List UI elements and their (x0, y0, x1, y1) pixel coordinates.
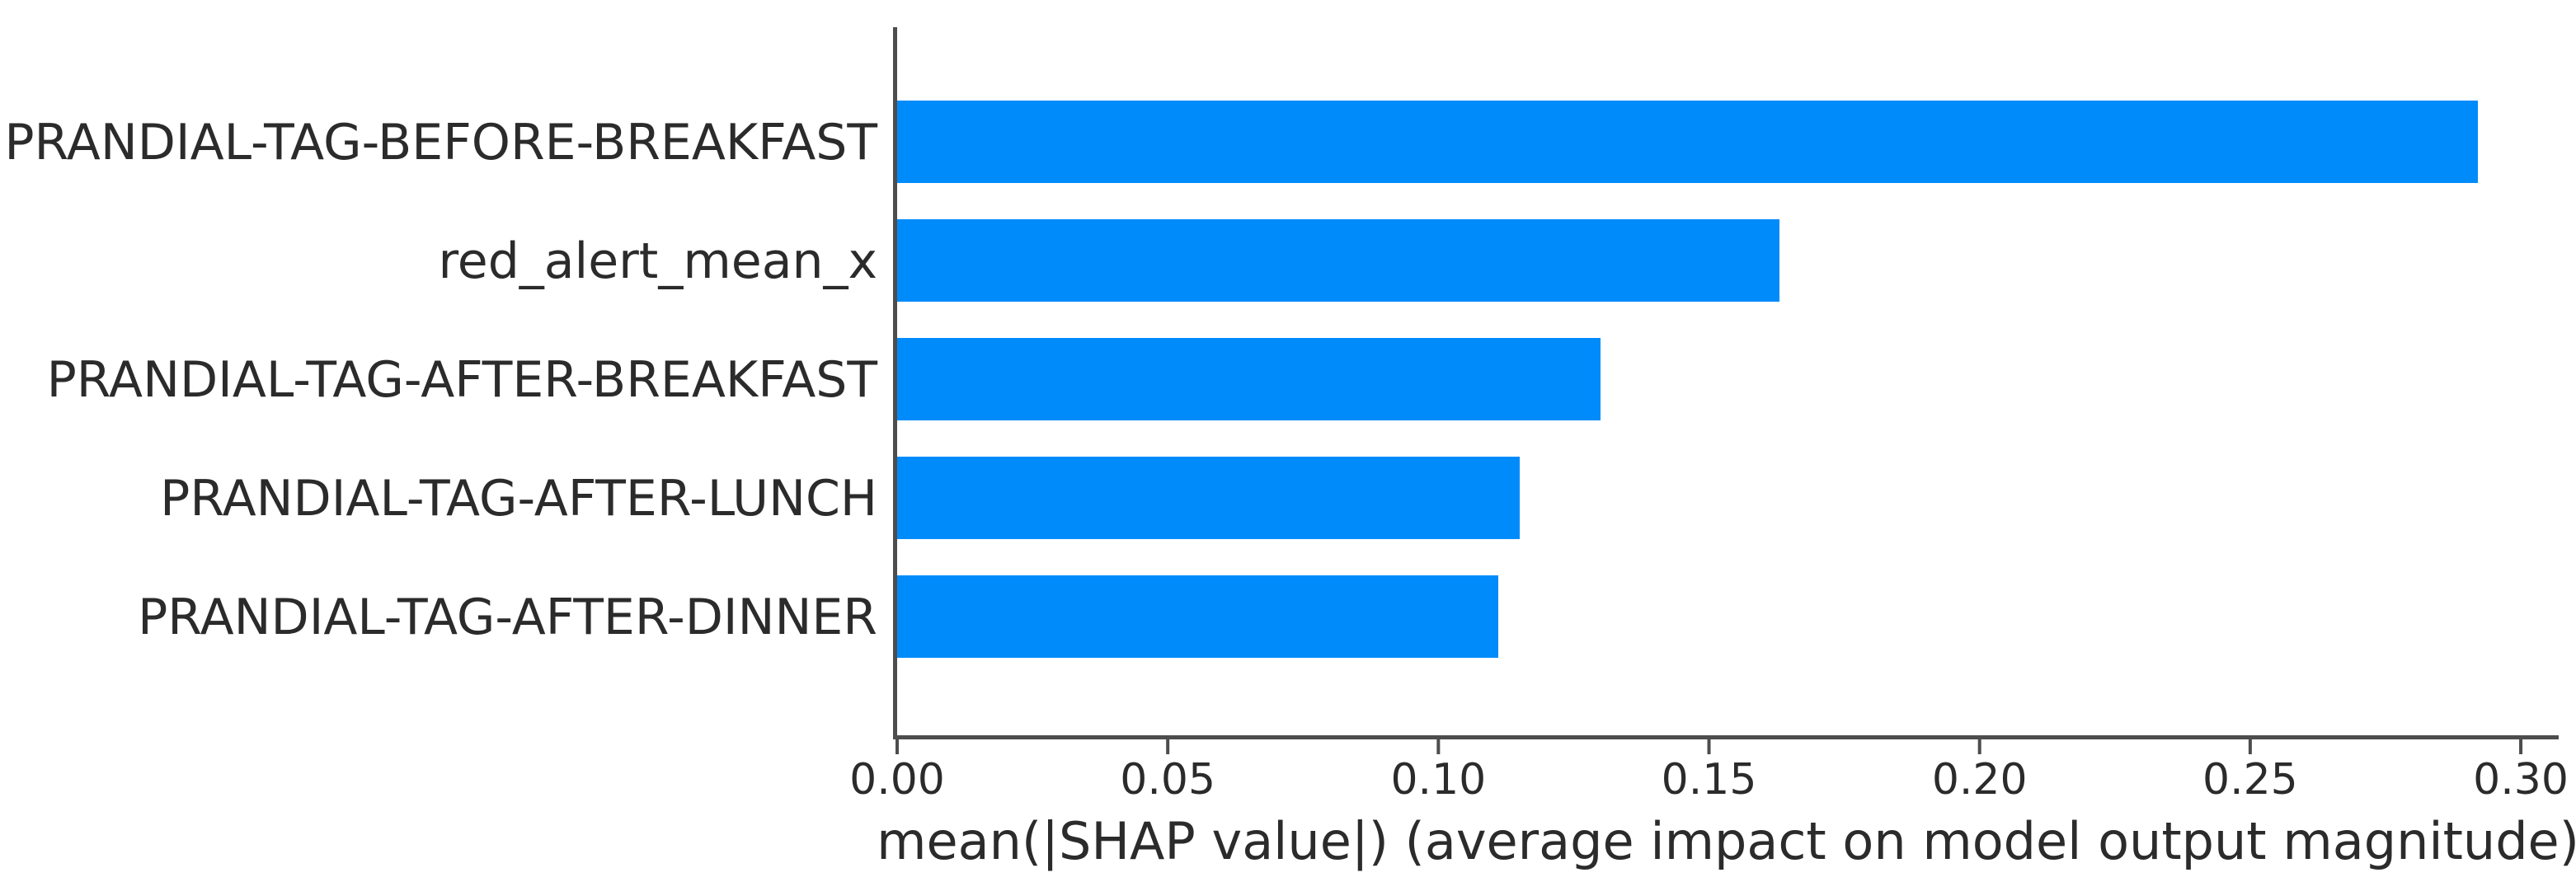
bar-2 (897, 338, 1601, 420)
x-tick-mark-1 (1166, 739, 1170, 754)
x-axis-spine (893, 735, 2559, 739)
x-tick-label-1: 0.05 (1120, 755, 1215, 805)
bar-4 (897, 575, 1498, 658)
y-tick-label-4: PRANDIAL-TAG-AFTER-DINNER (138, 589, 877, 646)
x-tick-mark-6 (2519, 739, 2523, 754)
x-tick-mark-5 (2248, 739, 2252, 754)
x-tick-label-4: 0.20 (1932, 755, 2028, 805)
bar-3 (897, 457, 1520, 539)
y-tick-label-3: PRANDIAL-TAG-AFTER-LUNCH (160, 470, 877, 528)
x-tick-mark-0 (895, 739, 899, 754)
y-axis-spine (893, 27, 897, 739)
y-tick-label-2: PRANDIAL-TAG-AFTER-BREAKFAST (47, 351, 878, 409)
bar-1 (897, 219, 1779, 302)
x-tick-label-6: 0.30 (2473, 755, 2569, 805)
bar-0 (897, 101, 2478, 183)
x-axis-title: mean(|SHAP value|) (average impact on mo… (877, 811, 2576, 872)
x-tick-mark-4 (1977, 739, 1981, 754)
y-tick-label-0: PRANDIAL-TAG-BEFORE-BREAKFAST (4, 114, 877, 171)
x-tick-label-3: 0.15 (1662, 755, 1757, 805)
x-tick-label-2: 0.10 (1390, 755, 1486, 805)
x-tick-mark-3 (1707, 739, 1711, 754)
x-tick-label-5: 0.25 (2202, 755, 2298, 805)
x-tick-mark-2 (1436, 739, 1441, 754)
y-tick-label-1: red_alert_mean_x (438, 232, 877, 290)
x-tick-label-0: 0.00 (849, 755, 945, 805)
